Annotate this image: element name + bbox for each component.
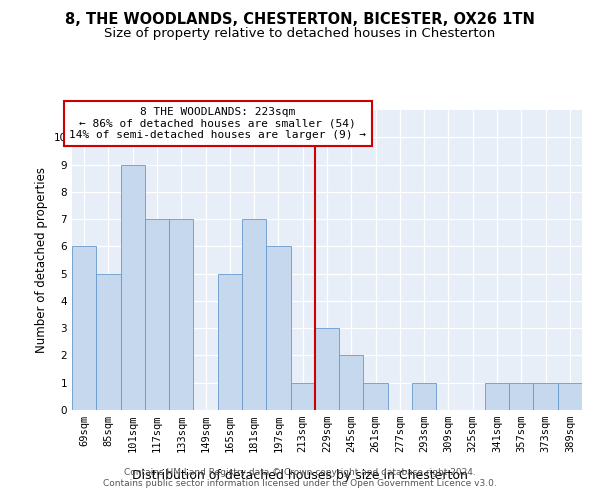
Text: Distribution of detached houses by size in Chesterton: Distribution of detached houses by size …	[132, 468, 468, 481]
Bar	[412, 382, 436, 410]
Bar	[242, 219, 266, 410]
Bar	[533, 382, 558, 410]
Bar	[72, 246, 96, 410]
Bar	[290, 382, 315, 410]
Text: Size of property relative to detached houses in Chesterton: Size of property relative to detached ho…	[104, 28, 496, 40]
Bar	[509, 382, 533, 410]
Bar	[121, 164, 145, 410]
Bar	[145, 219, 169, 410]
Bar	[364, 382, 388, 410]
Bar	[558, 382, 582, 410]
Bar	[96, 274, 121, 410]
Bar	[339, 356, 364, 410]
Text: 8 THE WOODLANDS: 223sqm
← 86% of detached houses are smaller (54)
14% of semi-de: 8 THE WOODLANDS: 223sqm ← 86% of detache…	[69, 107, 366, 140]
Bar	[266, 246, 290, 410]
Text: 8, THE WOODLANDS, CHESTERTON, BICESTER, OX26 1TN: 8, THE WOODLANDS, CHESTERTON, BICESTER, …	[65, 12, 535, 28]
Bar	[169, 219, 193, 410]
Bar	[315, 328, 339, 410]
Y-axis label: Number of detached properties: Number of detached properties	[35, 167, 49, 353]
Text: Contains HM Land Registry data © Crown copyright and database right 2024.
Contai: Contains HM Land Registry data © Crown c…	[103, 468, 497, 487]
Bar	[485, 382, 509, 410]
Bar	[218, 274, 242, 410]
